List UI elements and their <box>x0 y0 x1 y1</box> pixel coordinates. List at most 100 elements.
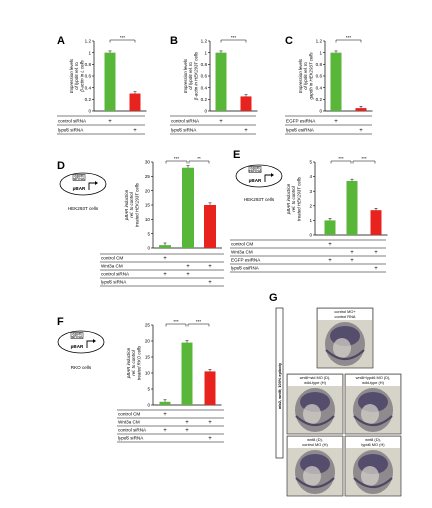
treatment-label: Wnt3a CM <box>231 250 253 255</box>
y-tick-label: 0.2 <box>316 97 323 102</box>
bar <box>182 167 194 248</box>
wnt8-staining <box>295 415 335 427</box>
construct-label: pBAR <box>249 178 262 183</box>
embryo-label: wild-type (H) <box>362 380 385 385</box>
significance-label: *** <box>338 156 344 161</box>
significance-label: *** <box>231 35 237 40</box>
promoter-arrow <box>86 340 94 348</box>
y-tick-label: 4 <box>309 174 312 179</box>
treatment-label-word: Wnt3a <box>101 264 115 269</box>
bar <box>370 210 382 235</box>
treatment-label: control CM <box>231 242 253 247</box>
bar <box>355 108 367 111</box>
y-tick-label: 15 <box>145 203 151 208</box>
construct-outline <box>235 164 283 188</box>
panel-a: A Expression levelsof lypd6 rel. toβ-acti… <box>57 35 147 135</box>
embryo-cell: wnt8 (D),lypd6 MO (H) <box>344 435 402 497</box>
wnt8-staining <box>325 349 365 361</box>
treatment-mark: + <box>350 258 354 264</box>
significance-label: *** <box>196 319 202 324</box>
treatment-label-word: control <box>101 272 115 277</box>
y-axis-label-line: pBAR induction <box>126 347 131 379</box>
significance-label: ** <box>197 156 201 161</box>
y-tick-label: 0.8 <box>201 62 208 67</box>
y-tick-label: 0 <box>88 109 91 114</box>
significance-bracket <box>187 323 210 327</box>
treatment-label-word: siRNA <box>69 128 84 133</box>
embryo-label: wnt8 (D), <box>307 437 323 442</box>
treatment-label-word: esiRNA <box>242 266 260 271</box>
embryo-label: lypd6 MO (H) <box>361 442 385 447</box>
treatment-label-word: lypd6 <box>101 280 112 285</box>
treatment-label: lypd6 siRNA <box>118 436 144 441</box>
bar <box>159 401 171 405</box>
y-tick-label: 1.2 <box>201 39 208 44</box>
panel-letter: B <box>170 35 178 47</box>
bar <box>181 342 193 405</box>
treatment-label-word: lypd6 <box>118 436 129 441</box>
y-axis-label-line: β-actin in HEK293T cells <box>193 51 198 101</box>
treatment-label: lypd6 siRNA <box>101 280 127 285</box>
treatment-label-word: EGFP <box>231 258 243 263</box>
panel-letter: F <box>57 316 64 328</box>
treatment-label: EGFP esiRNA <box>286 119 316 124</box>
bar <box>346 180 358 235</box>
label-box <box>288 375 342 386</box>
y-tick-label: 2 <box>309 203 312 208</box>
y-tick-label: 3 <box>309 189 312 194</box>
wnt8-staining <box>353 477 393 489</box>
significance-label: *** <box>361 156 367 161</box>
construct-insert-gene: lypd6 <box>250 165 260 170</box>
construct-insert-type: siRNA <box>73 176 84 181</box>
y-tick-label: 10 <box>145 371 151 376</box>
treatment-mark: + <box>334 119 338 125</box>
treatment-mark: + <box>186 264 190 270</box>
treatment-mark: + <box>133 128 137 134</box>
construct-insert-gene: lypd6 <box>74 173 84 178</box>
significance-bracket <box>109 39 136 43</box>
y-axis-label-line: treated HEK293T cells <box>134 182 139 227</box>
yolk-region <box>361 404 379 424</box>
panel-letter: D <box>57 160 65 172</box>
y-tick-label: 1 <box>319 50 322 55</box>
y-axis-label: Expression levelsof lypd6 rel. toβ-actin… <box>183 51 198 101</box>
label-box <box>346 437 400 448</box>
significance-bracket <box>165 160 188 164</box>
treatment-mark: + <box>208 420 212 426</box>
y-tick-label: 1 <box>204 50 207 55</box>
promoter-arrow <box>88 182 96 190</box>
treatment-mark: + <box>244 128 248 134</box>
treatment-label-word: siRNA <box>185 119 200 124</box>
y-axis-label: Expression levelsof lypd6 rel. togapdh i… <box>298 52 313 100</box>
treatment-label-word: lypd6 <box>171 128 182 133</box>
y-tick-label: 30 <box>145 160 151 165</box>
significance-bracket <box>188 160 210 164</box>
bar <box>215 52 227 111</box>
panel-letter: G <box>269 292 278 304</box>
treatment-mark: + <box>186 272 190 278</box>
treatment-mark: + <box>359 128 363 134</box>
y-axis-label: pBAR inductionrel. to controltreated RKO… <box>126 345 141 380</box>
treatment-label-word: control <box>118 428 132 433</box>
promoter-arrow <box>264 174 272 182</box>
embryo-label: control MO (H) <box>302 442 328 447</box>
significance-label: *** <box>346 35 352 40</box>
y-axis-label: Expression levelsof lypd6 rel. toβ-actin… <box>69 58 84 93</box>
construct-insert-box <box>70 332 84 339</box>
y-axis-label-line: rel. to control <box>129 191 134 217</box>
y-tick-label: 0.2 <box>201 97 208 102</box>
embryo-label: wnt8 (D), <box>365 437 381 442</box>
yolk-region <box>303 404 321 424</box>
panel-letter: E <box>233 149 240 161</box>
embryo-cell: wnt8+std MO (D),wild-type (H) <box>286 373 344 435</box>
y-tick-label: 0.4 <box>85 85 92 90</box>
y-axis-label-line: treated HEK293T cells <box>296 176 301 221</box>
y-tick-label: 1.2 <box>85 39 92 44</box>
construct-label: pBAR <box>73 186 86 191</box>
treatment-label: lypd6 siRNA <box>58 128 84 133</box>
significance-label: *** <box>173 319 179 324</box>
treatment-mark: + <box>163 412 167 418</box>
construct-insert-type: siRNA <box>71 334 82 339</box>
